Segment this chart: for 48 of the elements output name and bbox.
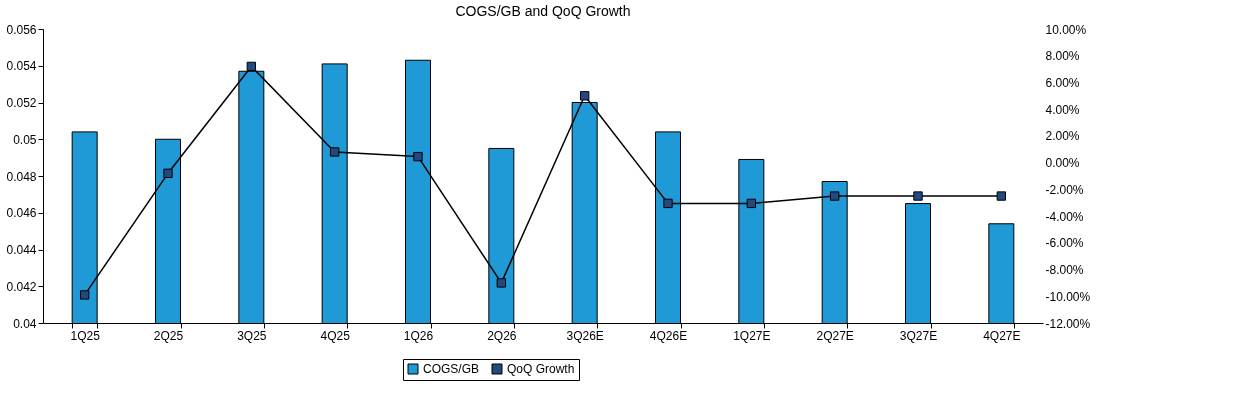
point xyxy=(579,91,590,101)
point xyxy=(79,290,90,300)
y2-tick-label: 6.00% xyxy=(1045,75,1080,90)
y-tick-label: 0.052 xyxy=(6,96,37,110)
point xyxy=(246,61,257,72)
x-tick-label: 4Q27E xyxy=(983,328,1021,343)
chart-title: COGS/GB and QoQ Growth xyxy=(455,3,631,19)
y2-tick-label: 0.00% xyxy=(1045,156,1080,171)
y2-tick-label: 8.00% xyxy=(1045,49,1080,64)
x-tick-label: 2Q25 xyxy=(153,328,184,343)
y-tick-label: 0.054 xyxy=(6,59,37,74)
y2-tick-label: 10.00% xyxy=(1045,22,1087,37)
x-tick-label: 3Q25 xyxy=(237,328,267,343)
point xyxy=(413,151,423,162)
y2-tick-label: -2.00% xyxy=(1045,182,1084,197)
x-tick-label: 4Q25 xyxy=(320,328,351,343)
point xyxy=(663,198,673,209)
y-tick-label: 0.048 xyxy=(6,169,37,184)
point xyxy=(163,168,173,179)
x-tick-label: 2Q27E xyxy=(816,328,854,343)
legend-label: COGS/GB xyxy=(423,362,480,376)
y2-tick-label: -12.00% xyxy=(1045,316,1091,331)
y2-tick-label: -10.00% xyxy=(1045,289,1091,304)
x-tick-label: 4Q26E xyxy=(649,328,688,343)
y2-tick-label: 4.00% xyxy=(1045,102,1080,117)
point xyxy=(746,198,757,209)
x-tick-label: 3Q26E xyxy=(566,328,604,343)
x-tick-label: 1Q25 xyxy=(70,328,101,343)
x-tick-label: 3Q27E xyxy=(899,328,938,343)
x-tick-label: 2Q26 xyxy=(487,328,517,343)
point xyxy=(913,191,923,201)
y-tick-label: 0.046 xyxy=(6,206,37,221)
y2-tick-label: -8.00% xyxy=(1045,263,1084,278)
point xyxy=(329,147,340,157)
point xyxy=(996,191,1007,201)
point xyxy=(829,191,840,201)
y2-tick-label: 2.00% xyxy=(1045,129,1080,144)
y2-tick-label: -6.00% xyxy=(1045,236,1084,251)
y-tick-label: 0.042 xyxy=(6,279,37,294)
point xyxy=(496,278,507,288)
x-tick-label: 1Q27E xyxy=(733,328,771,343)
y-tick-label: 0.05 xyxy=(13,132,37,147)
x-tick-label: 1Q26 xyxy=(403,328,434,343)
y-tick-label: 0.056 xyxy=(6,22,37,37)
y2-tick-label: -4.00% xyxy=(1045,209,1084,224)
y-tick-label: 0.044 xyxy=(6,243,37,257)
y-tick-label: 0.04 xyxy=(13,316,37,331)
legend-label: QoQ Growth xyxy=(507,362,575,376)
